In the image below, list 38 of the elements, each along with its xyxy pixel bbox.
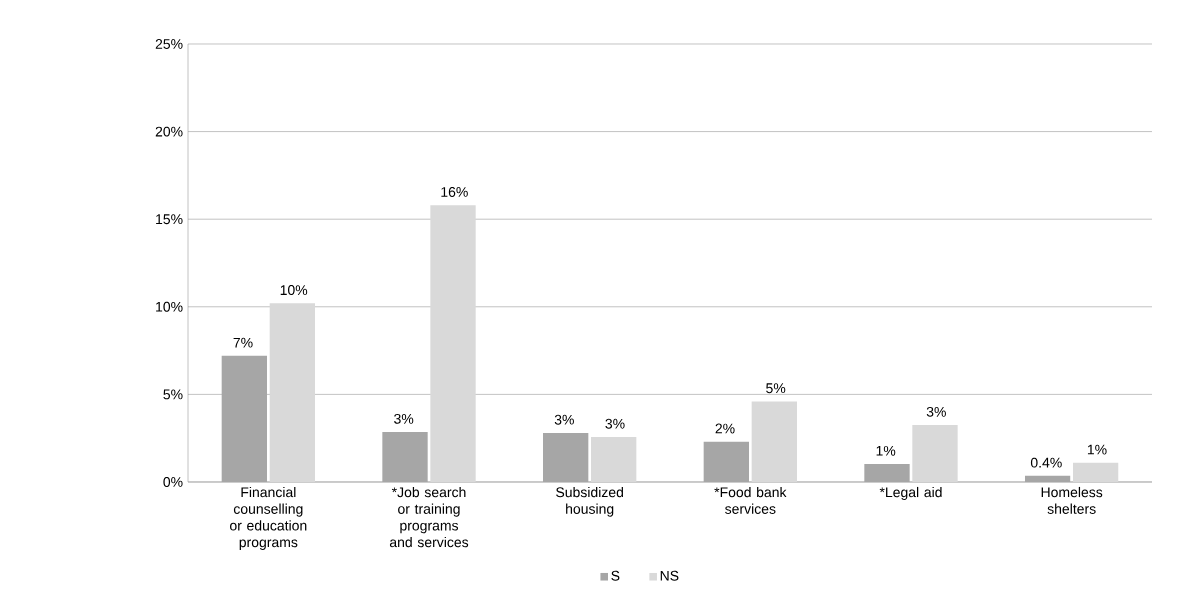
bar [543,432,589,482]
data-label: 16% [441,187,468,197]
bar [430,205,476,482]
data-label: 3% [926,406,946,417]
x-tick-label: *Legal aid [879,486,942,500]
data-label: 10% [280,285,308,296]
data-label: 1% [876,445,896,456]
data-label: 3% [605,418,625,429]
bar [382,432,428,482]
y-tick-label: 5% [163,389,183,400]
bar [269,303,316,482]
y-tick-label: 15% [156,214,183,225]
bar [912,425,958,482]
data-label: 1% [1087,444,1107,455]
bar [1073,462,1119,482]
data-label: 5% [766,383,786,394]
bar [703,441,749,482]
data-label: 3% [394,413,414,424]
bar [751,401,797,482]
y-tick-label: 20% [155,126,183,137]
data-label: 2% [715,423,735,434]
bar [221,355,268,482]
legend-label: S [611,570,620,581]
x-tick-label: Subsidized housing [556,486,623,517]
bar [1024,475,1071,482]
bar [591,436,637,482]
y-tick-label: 0% [163,477,183,487]
data-label: 0.4% [1030,457,1062,468]
data-label: 3% [554,414,574,425]
x-tick-label: Financial counselling or education programs [230,486,307,550]
legend-label: NS [660,570,679,581]
x-tick-label: *Food bank services [714,486,787,514]
x-tick-label: Homeless shelters [1041,486,1103,514]
data-label: 7% [233,337,253,348]
y-tick-label: 10% [156,301,183,312]
y-tick-label: 25% [155,39,183,49]
bar [864,463,910,482]
x-tick-label: *Job search or training programs and services [389,486,469,548]
